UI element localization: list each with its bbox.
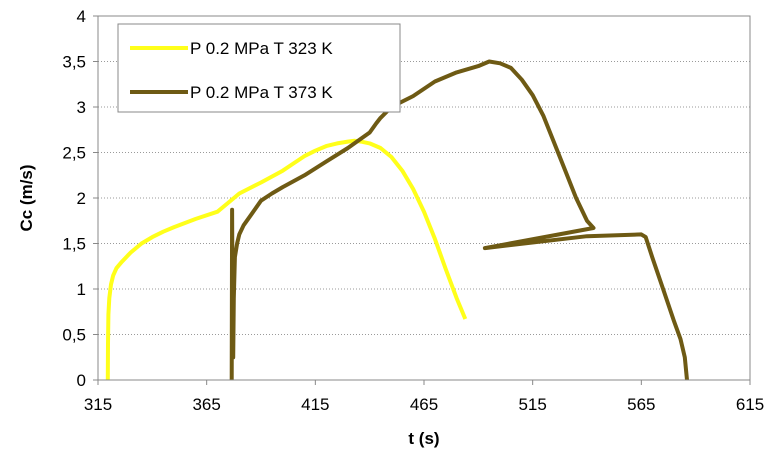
y-tick-label: 3,5 xyxy=(62,53,86,72)
y-tick-label: 1 xyxy=(77,280,86,299)
series-layer xyxy=(105,59,689,381)
y-tick-label: 4 xyxy=(77,7,86,26)
series-line-1 xyxy=(105,138,468,381)
plot-area-border xyxy=(97,15,751,381)
y-tick-label: 1,5 xyxy=(62,235,86,254)
y-tick-label: 2,5 xyxy=(62,144,86,163)
x-axis-title: t (s) xyxy=(408,429,439,448)
y-tick-label: 3 xyxy=(77,98,86,117)
y-tick-label: 0 xyxy=(77,371,86,390)
y-tick-label: 0,5 xyxy=(62,326,86,345)
axis-layer xyxy=(93,15,751,385)
series-line-2 xyxy=(229,59,689,381)
x-tick-label: 465 xyxy=(410,395,438,414)
x-tick-label: 365 xyxy=(192,395,220,414)
legend-label-series-2: P 0.2 MPa T 373 K xyxy=(190,83,333,102)
legend: P 0.2 MPa T 323 K P 0.2 MPa T 373 K xyxy=(117,23,401,113)
legend-box xyxy=(117,23,401,113)
y-axis-title: Cc (m/s) xyxy=(17,164,36,231)
legend-label-series-1: P 0.2 MPa T 323 K xyxy=(190,39,333,58)
tick-layer: 0 0,5 1 1,5 2 2,5 3 3,5 4 315 365 415 465 515 565 615 xyxy=(62,7,764,414)
x-tick-label: 415 xyxy=(301,395,329,414)
x-tick-label: 565 xyxy=(627,395,655,414)
x-tick-label: 615 xyxy=(736,395,764,414)
x-tick-label: 515 xyxy=(518,395,546,414)
y-tick-label: 2 xyxy=(77,189,86,208)
x-tick-label: 315 xyxy=(84,395,112,414)
